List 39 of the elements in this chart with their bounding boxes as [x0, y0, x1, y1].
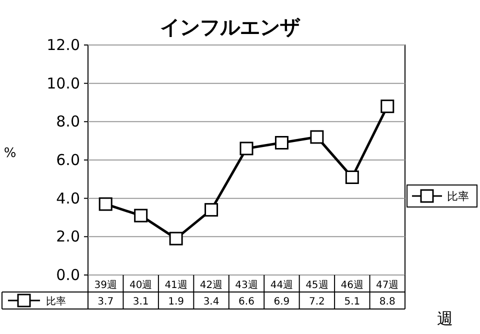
data-label: 5.1: [344, 296, 360, 308]
point: [204, 203, 218, 217]
y-tick-label: 0.0: [56, 266, 80, 284]
x-tick-label: 43週: [235, 280, 258, 291]
chart-title: インフルエンザ: [160, 15, 301, 39]
point: [345, 170, 359, 184]
legend-label: 比率: [447, 190, 469, 203]
point: [98, 197, 112, 211]
y-tick-label: 12.0: [46, 36, 80, 54]
data-label: 3.4: [203, 296, 220, 308]
data-label: 7.2: [308, 296, 325, 308]
y-tick-label: 6.0: [56, 151, 80, 169]
x-tick-label: 40週: [129, 280, 152, 291]
point: [240, 142, 254, 156]
point: [310, 130, 324, 144]
x-tick-label: 44週: [270, 280, 294, 291]
y-axis-title: %: [4, 146, 16, 161]
point: [134, 208, 148, 222]
x-axis-title: 週: [437, 309, 453, 328]
y-tick-label: 2.0: [56, 228, 80, 246]
x-tick-label: 46週: [340, 280, 364, 291]
point: [169, 232, 183, 246]
point: [380, 100, 394, 114]
text: 比率: [46, 296, 66, 308]
data-label: 1.9: [168, 296, 184, 308]
y-tick-label: 8.0: [56, 112, 80, 131]
point: [274, 136, 288, 150]
data-label: 8.8: [379, 296, 396, 308]
x-tick-label: 39週: [94, 280, 117, 291]
y-tick-label: 10.0: [46, 74, 80, 92]
x-tick-label: 47週: [376, 280, 399, 291]
y-tick-label: 4.0: [56, 189, 80, 208]
data-label: 3.7: [98, 296, 114, 308]
data-label: 6.9: [274, 296, 290, 308]
data-label: 6.6: [238, 296, 254, 308]
data-label: 3.1: [132, 296, 149, 308]
x-tick-label: 41週: [164, 280, 188, 291]
x-tick-label: 45週: [306, 280, 328, 291]
x-tick-label: 42週: [200, 280, 223, 291]
